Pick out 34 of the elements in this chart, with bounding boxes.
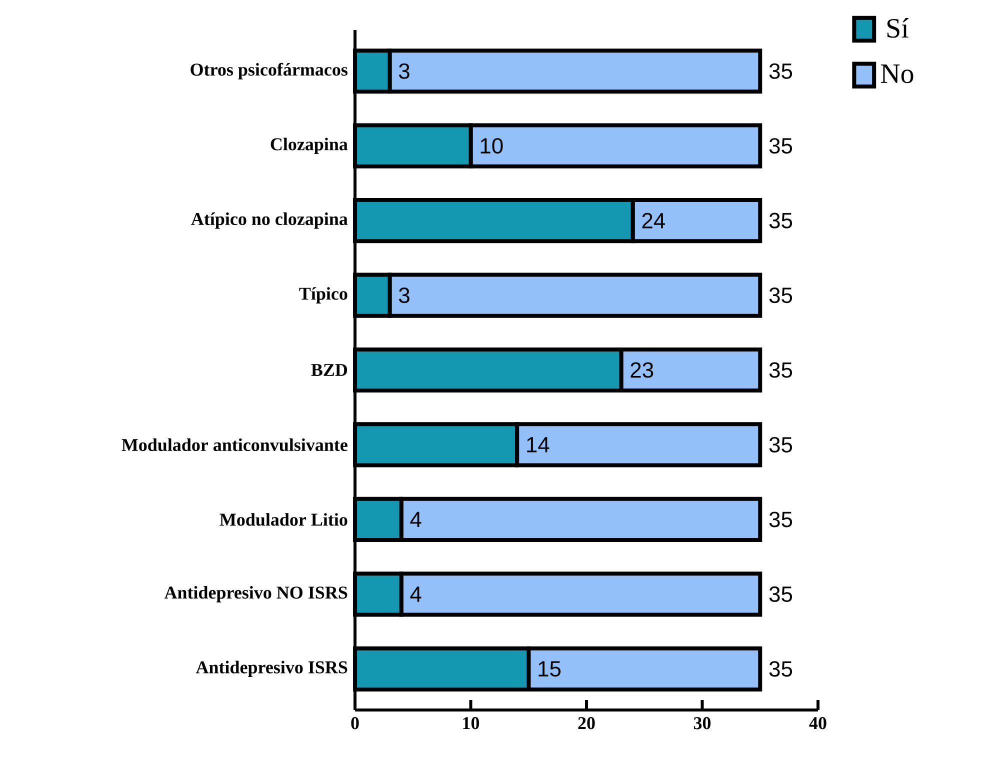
data-label: 3 (398, 63, 410, 79)
x-tick-label: 30 (694, 717, 711, 730)
y-tick-label: Típico (299, 287, 348, 304)
y-tick-label: Clozapina (270, 138, 348, 154)
y-tick-label: Atípico no clozapina (191, 212, 348, 229)
total-label: 35 (769, 436, 792, 453)
y-tick-label: Modulador anticonvulsivante (122, 438, 348, 452)
x-tick-label: 0 (351, 717, 359, 730)
x-tick-label: 40 (809, 717, 826, 730)
y-tick-label: Antidepresivo NO ISRS (164, 586, 348, 602)
data-label: 14 (527, 437, 550, 452)
total-label: 35 (769, 362, 792, 378)
total-label: 35 (769, 512, 792, 528)
y-tick-label: Modulador Litio (220, 513, 348, 526)
data-label: 10 (480, 138, 503, 154)
total-label: 35 (769, 661, 792, 677)
total-label: 35 (769, 63, 792, 79)
data-label: 4 (410, 586, 422, 602)
total-label: 35 (769, 138, 792, 154)
y-tick-label: Antidepresivo ISRS (196, 660, 348, 678)
total-label: 35 (769, 288, 792, 304)
data-label: 24 (642, 212, 666, 228)
y-tick-label: Otros psicofármacos (190, 62, 348, 80)
data-label: 15 (538, 661, 561, 677)
legend-label: No (880, 64, 914, 84)
total-label: 35 (769, 212, 792, 228)
y-tick-label: BZD (311, 364, 348, 376)
data-label: 23 (630, 362, 654, 378)
legend-label: Sí (887, 18, 909, 38)
data-label: 4 (410, 512, 422, 528)
x-tick-label: 10 (463, 717, 480, 730)
x-tick-label: 20 (578, 717, 595, 730)
total-label: 35 (769, 586, 792, 602)
data-label: 3 (398, 288, 410, 304)
